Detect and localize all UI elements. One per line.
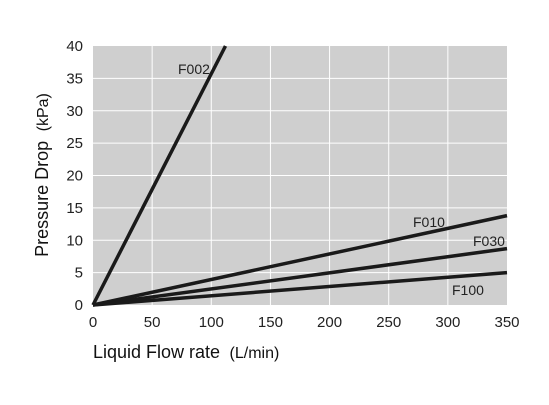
y-tick-label: 30: [66, 103, 83, 120]
x-tick-label: 150: [258, 314, 283, 331]
x-tick-label: 50: [144, 314, 161, 331]
x-axis-ticks: 0 50 100 150 200 250 300 350: [89, 314, 520, 331]
y-axis-label-text: Pressure Drop: [32, 141, 52, 257]
x-tick-label: 100: [199, 314, 224, 331]
y-tick-label: 20: [66, 168, 83, 185]
y-axis-label: Pressure Drop (kPa): [32, 93, 52, 257]
y-tick-label: 0: [75, 297, 83, 314]
grid-lines: [93, 46, 507, 305]
y-axis-ticks: 0 5 10 15 20 25 30 35 40: [66, 38, 83, 314]
series-line-f002: [91, 45, 228, 306]
series-line-f100: [92, 270, 508, 307]
series-label-f010: F010: [413, 214, 445, 230]
y-tick-label: 15: [66, 200, 83, 217]
y-tick-label: 5: [75, 265, 83, 282]
series-labels: F002 F010 F030 F100: [178, 61, 505, 298]
x-tick-label: 0: [89, 314, 97, 331]
x-tick-label: 300: [435, 314, 460, 331]
x-tick-label: 250: [376, 314, 401, 331]
x-axis-label: Liquid Flow rate (L/min): [93, 342, 279, 362]
y-tick-label: 35: [66, 70, 83, 87]
y-tick-label: 10: [66, 232, 83, 249]
series-label-f100: F100: [452, 282, 484, 298]
series-line-f030: [92, 246, 508, 307]
y-axis-label-unit: (kPa): [35, 93, 52, 131]
x-tick-label: 200: [317, 314, 342, 331]
y-tick-label: 40: [66, 38, 83, 55]
x-tick-label: 350: [494, 314, 519, 331]
series-lines: [91, 45, 508, 307]
series-label-f002: F002: [178, 61, 210, 77]
y-tick-label: 25: [66, 135, 83, 152]
x-axis-label-text: Liquid Flow rate: [93, 342, 220, 362]
x-axis-label-unit: (L/min): [230, 345, 280, 362]
series-line-f010: [92, 213, 508, 307]
series-label-f030: F030: [473, 233, 505, 249]
